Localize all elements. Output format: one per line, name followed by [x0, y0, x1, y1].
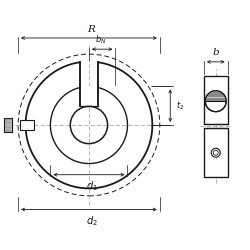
Text: R: R — [88, 24, 96, 34]
Circle shape — [205, 91, 226, 112]
Text: $t_2$: $t_2$ — [176, 100, 184, 112]
Text: $b_N$: $b_N$ — [95, 34, 107, 46]
Polygon shape — [205, 91, 226, 101]
Circle shape — [213, 150, 218, 155]
Text: $d_1$: $d_1$ — [86, 179, 97, 193]
Bar — [204, 76, 228, 124]
Circle shape — [211, 148, 220, 157]
Text: b: b — [212, 48, 219, 58]
Bar — [204, 128, 228, 177]
Text: $d_2$: $d_2$ — [86, 214, 97, 228]
Bar — [20, 120, 34, 130]
Bar — [80, 86, 98, 106]
Bar — [4, 118, 12, 132]
